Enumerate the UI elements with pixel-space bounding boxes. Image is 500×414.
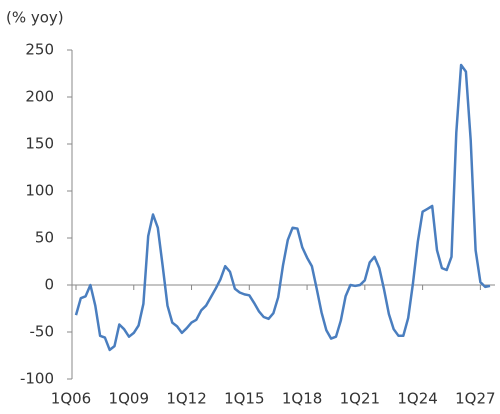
x-tick-label: 1Q09 <box>109 390 149 408</box>
y-axis-label: (% yoy) <box>6 9 64 27</box>
x-tick-label: 1Q24 <box>397 390 437 408</box>
y-tick-label: 150 <box>25 135 54 153</box>
y-tick-label: 250 <box>25 41 54 59</box>
y-tick-label: -100 <box>20 370 54 388</box>
line <box>74 63 491 352</box>
x-tick-label: 1Q06 <box>51 390 91 408</box>
y-tick-label: 200 <box>25 88 54 106</box>
y-tick-label: 0 <box>44 276 54 294</box>
x-tick-label: 1Q15 <box>224 390 264 408</box>
x-tick-label: 1Q27 <box>455 390 495 408</box>
y-tick-label: 100 <box>25 182 54 200</box>
x-tick-label: 1Q21 <box>340 390 380 408</box>
y-tick-label: -50 <box>30 323 55 341</box>
y-tick-label: 50 <box>35 229 54 247</box>
x-tick-label: 1Q12 <box>166 390 206 408</box>
x-tick-label: 1Q18 <box>282 390 322 408</box>
